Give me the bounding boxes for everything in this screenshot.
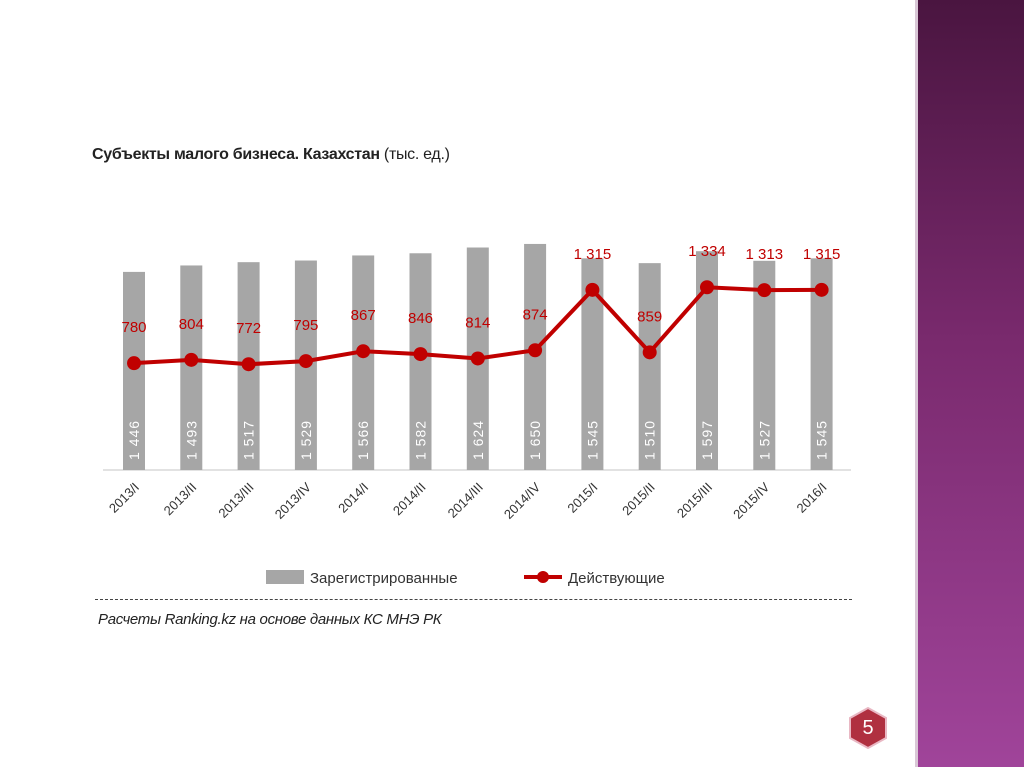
chart-subtitle: (тыс. ед.) xyxy=(383,146,450,163)
line-value-label: 859 xyxy=(637,308,662,325)
bar-value-label: 1 624 xyxy=(470,420,486,460)
x-tick-label: 2015/II xyxy=(619,480,658,519)
line-value-label: 1 334 xyxy=(688,243,726,260)
line-value-label: 795 xyxy=(293,317,318,334)
x-tick-label: 2013/II xyxy=(161,480,200,519)
bar-value-label: 1 493 xyxy=(183,420,199,460)
x-tick-label: 2016/I xyxy=(794,480,830,516)
x-tick-label: 2013/III xyxy=(215,480,256,521)
x-tick-label: 2015/IV xyxy=(730,479,773,522)
line-value-label: 867 xyxy=(351,307,376,324)
line-point xyxy=(298,354,313,369)
line-value-label: 780 xyxy=(121,319,146,336)
bar-value-label: 1 517 xyxy=(241,420,257,460)
line-point xyxy=(528,343,543,358)
line-point xyxy=(757,283,772,298)
x-tick-label: 2014/II xyxy=(390,480,429,519)
chart-title-main: Субъекты малого бизнеса. Казахстан xyxy=(92,146,380,163)
x-tick-label: 2013/IV xyxy=(272,479,315,522)
bar xyxy=(581,258,604,470)
bar-value-label: 1 510 xyxy=(642,420,658,460)
line-value-label: 804 xyxy=(179,316,204,333)
bar xyxy=(638,263,661,470)
bar-value-label: 1 566 xyxy=(355,420,371,460)
bar-value-label: 1 446 xyxy=(126,420,142,460)
chart: 1 446 2013/I 1 493 2013/II 1 517 2013/III 1 52… xyxy=(103,243,851,587)
line-value-label: 814 xyxy=(465,314,490,331)
legend-line-marker xyxy=(537,571,549,583)
line-value-label: 1 313 xyxy=(746,246,784,263)
bar xyxy=(180,265,203,470)
bar-value-label: 1 582 xyxy=(413,420,429,460)
x-tick-label: 2013/I xyxy=(106,480,142,516)
bar-value-label: 1 650 xyxy=(527,420,543,460)
bar-value-label: 1 529 xyxy=(298,420,314,460)
bar-value-label: 1 545 xyxy=(814,420,830,460)
line-point xyxy=(585,282,600,297)
line-value-label: 772 xyxy=(236,320,261,337)
line-point xyxy=(356,344,371,359)
bar xyxy=(409,253,432,470)
line-point xyxy=(413,347,428,362)
bar xyxy=(696,251,718,470)
legend-label: Зарегистрированные xyxy=(310,570,458,587)
x-tick-label: 2014/IV xyxy=(501,479,544,522)
bar-value-label: 1 545 xyxy=(584,420,600,460)
line-value-label: 874 xyxy=(523,306,548,323)
bar-value-label: 1 597 xyxy=(699,420,715,460)
x-tick-label: 2014/III xyxy=(445,480,486,521)
legend-bar-swatch xyxy=(266,570,304,584)
line-point xyxy=(470,351,485,366)
line-value-label: 846 xyxy=(408,310,433,327)
legend-label: Действующие xyxy=(568,570,665,587)
bar-value-label: 1 527 xyxy=(756,420,772,460)
page-number-badge: 5 xyxy=(847,706,889,750)
line-point xyxy=(642,345,657,360)
bar xyxy=(753,260,776,470)
bar xyxy=(810,258,833,470)
divider xyxy=(95,599,852,600)
line-point xyxy=(241,357,256,372)
x-tick-label: 2015/I xyxy=(564,480,600,516)
line-value-label: 1 315 xyxy=(803,246,841,263)
line-value-label: 1 315 xyxy=(574,246,612,263)
line-point xyxy=(814,282,829,297)
x-tick-label: 2015/III xyxy=(674,480,715,521)
chart-title: Субъекты малого бизнеса. Казахстан (тыс.… xyxy=(92,146,450,164)
x-tick-label: 2014/I xyxy=(335,480,371,516)
bar xyxy=(352,255,375,470)
bar xyxy=(123,271,145,470)
line-point xyxy=(700,280,714,295)
line-point xyxy=(184,352,199,367)
decorative-sidebar xyxy=(915,0,1024,767)
line-point xyxy=(127,356,141,371)
page-number: 5 xyxy=(862,717,874,739)
source-note: Расчеты Ranking.kz на основе данных КС М… xyxy=(98,611,442,628)
